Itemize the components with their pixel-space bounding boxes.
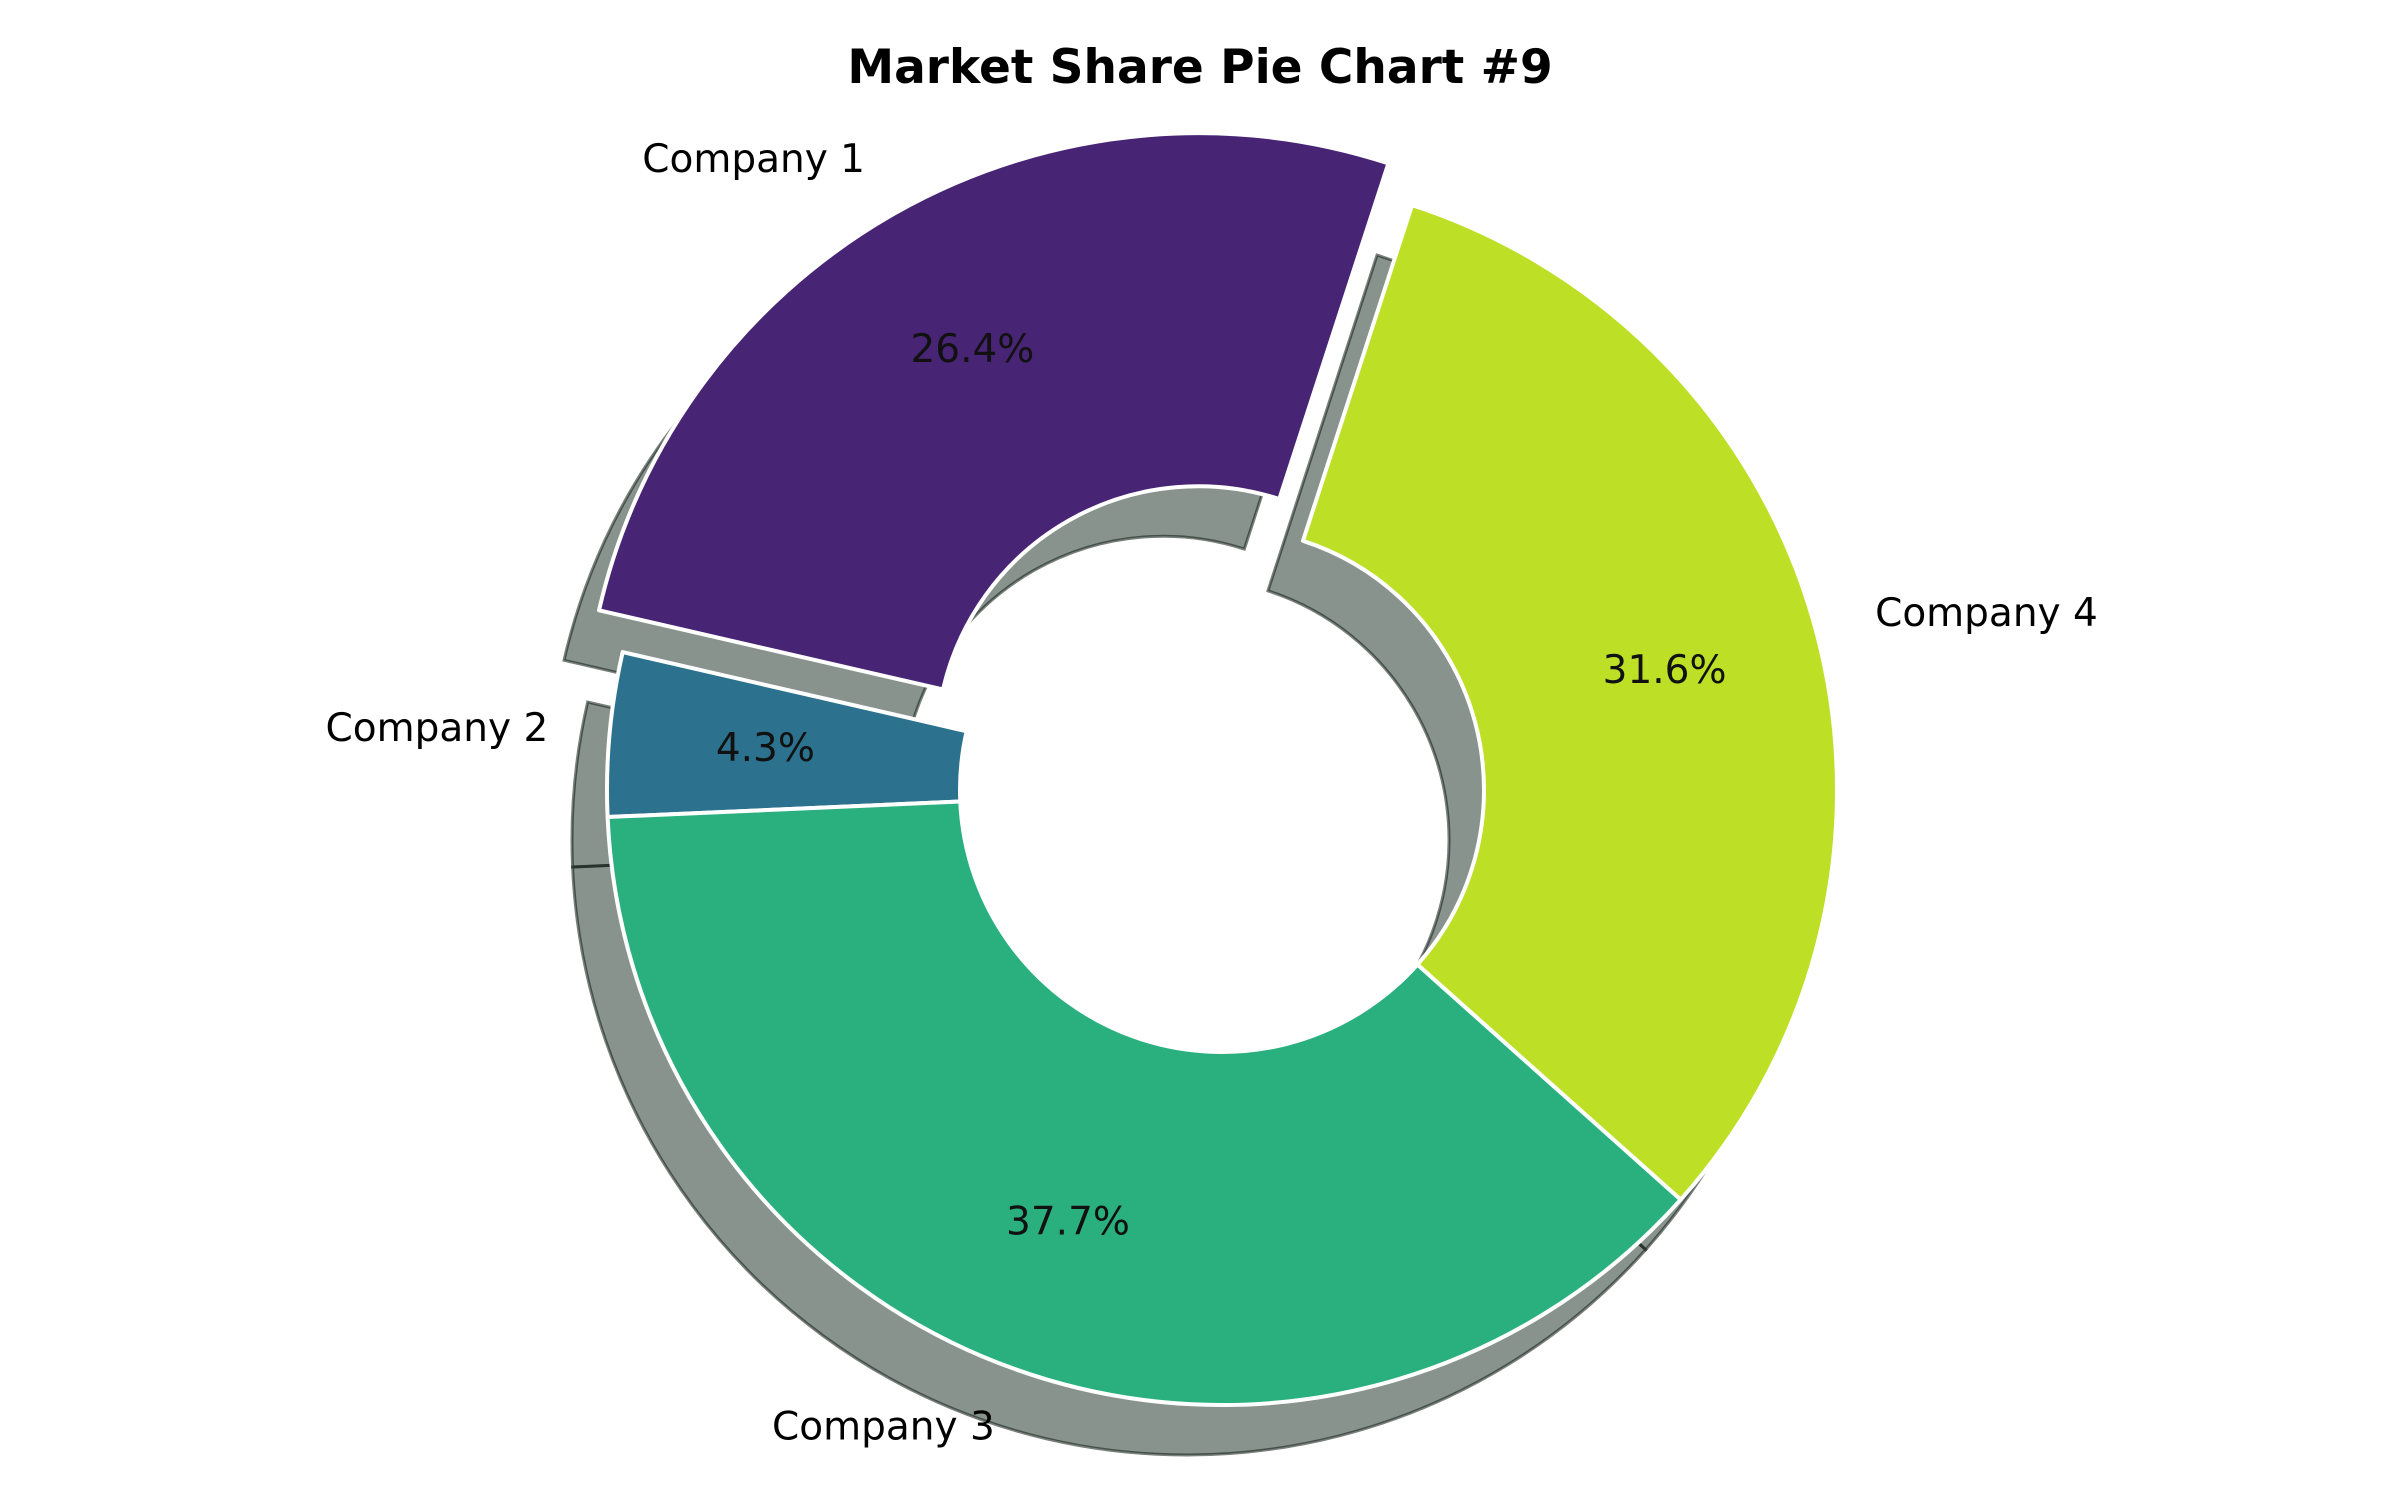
label-layer: Company 1 26.4% Company 2 4.3% Company 3 37.7…: [326, 137, 2098, 1450]
percent-label-company-3: 37.7%: [1006, 1199, 1130, 1244]
slice-layer: [597, 131, 1839, 1407]
slice-company-4: [1300, 203, 1839, 1202]
category-label-company-4: Company 4: [1875, 591, 2098, 636]
slice-company-1: [597, 131, 1391, 692]
chart-title: Market Share Pie Chart #9: [847, 40, 1553, 95]
percent-label-company-1: 26.4%: [910, 327, 1034, 372]
percent-label-company-2: 4.3%: [716, 726, 815, 771]
slice-company-3: [605, 799, 1683, 1407]
category-label-company-2: Company 2: [326, 706, 549, 751]
percent-label-company-4: 31.6%: [1603, 648, 1727, 693]
category-label-company-1: Company 1: [642, 137, 865, 182]
category-label-company-3: Company 3: [772, 1405, 995, 1450]
